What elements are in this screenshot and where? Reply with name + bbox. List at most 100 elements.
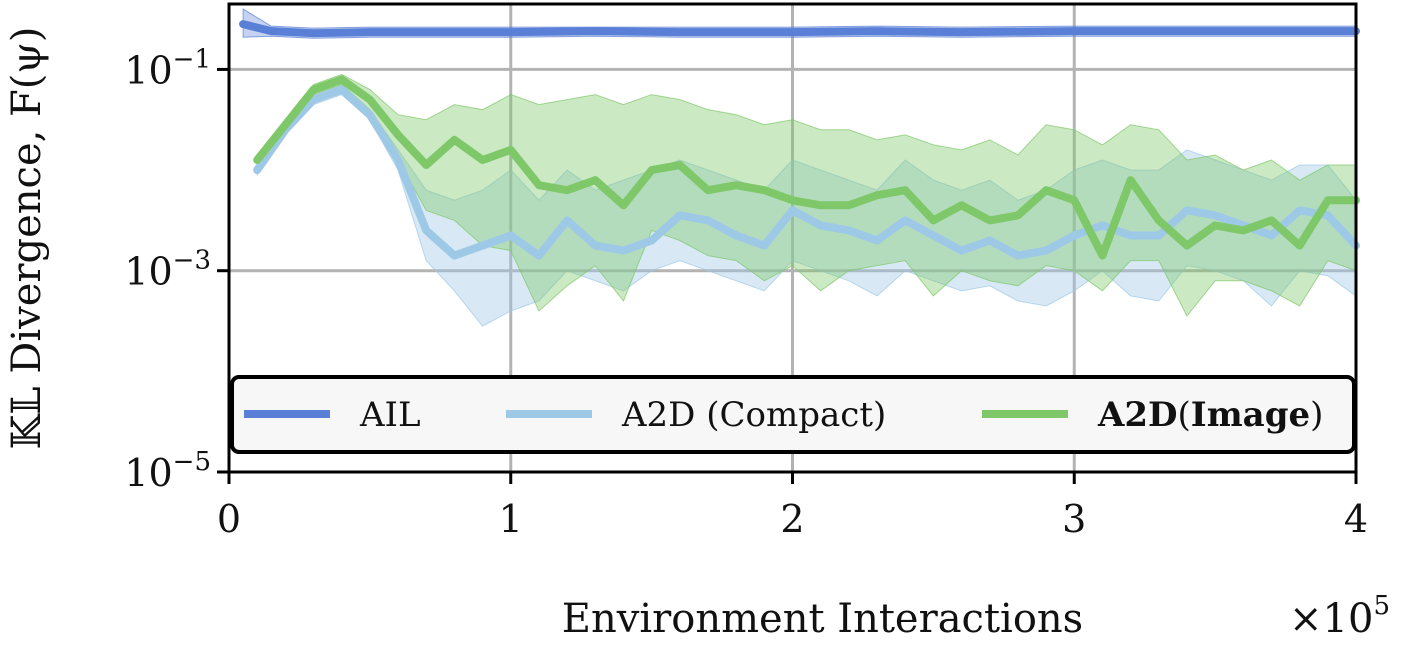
data-point xyxy=(989,240,990,241)
data-point xyxy=(1271,235,1272,236)
x-tick-label: 1 xyxy=(499,497,523,541)
data-point xyxy=(510,235,511,236)
data-point xyxy=(313,99,314,100)
data-point xyxy=(1102,255,1103,256)
data-point xyxy=(369,114,370,115)
x-axis-ticks: 0 1 2 3 4 xyxy=(217,472,1368,541)
data-point xyxy=(1074,235,1075,236)
data-point xyxy=(1215,225,1216,226)
data-point xyxy=(764,245,765,246)
legend: AIL A2D (Compact) A2D(Image) xyxy=(230,375,1356,454)
data-point xyxy=(426,32,427,33)
data-point xyxy=(623,250,624,251)
data-point xyxy=(313,89,314,90)
data-point xyxy=(1186,245,1187,246)
series-lines xyxy=(239,20,1360,260)
y-tick-base: 10 xyxy=(124,451,172,495)
data-point xyxy=(426,230,427,231)
x-tick-label: 0 xyxy=(217,497,241,541)
data-point xyxy=(707,220,708,221)
data-point xyxy=(820,225,821,226)
legend-label: A2D (Compact) xyxy=(621,395,886,435)
data-point xyxy=(1243,230,1244,231)
data-point xyxy=(961,205,962,206)
data-point xyxy=(369,99,370,100)
y-axis-title: 𝕂𝕃 Divergence, F(ψ) xyxy=(4,27,50,450)
y-tick-label: 10−3 xyxy=(124,246,211,294)
data-point xyxy=(567,220,568,221)
data-point xyxy=(398,160,399,161)
data-point xyxy=(736,235,737,236)
y-tick-exponent: −3 xyxy=(173,246,211,276)
series-band-2 xyxy=(256,73,1357,317)
data-point xyxy=(792,32,793,33)
data-point xyxy=(792,210,793,211)
data-point xyxy=(369,32,370,33)
data-point xyxy=(679,165,680,166)
data-point xyxy=(257,160,258,161)
data-point xyxy=(1074,31,1075,32)
data-point xyxy=(905,220,906,221)
legend-label-part: ( xyxy=(1178,395,1191,435)
legend-label-part: A2D xyxy=(1097,395,1178,435)
data-point xyxy=(482,245,483,246)
data-point xyxy=(1017,215,1018,216)
data-point xyxy=(1299,245,1300,246)
data-point xyxy=(848,205,849,206)
data-point xyxy=(243,24,244,25)
data-point xyxy=(877,31,878,32)
data-point xyxy=(764,190,765,191)
data-point xyxy=(1130,180,1131,181)
data-point xyxy=(595,31,596,32)
data-point xyxy=(1327,200,1328,201)
data-point xyxy=(510,149,511,150)
data-point xyxy=(1158,235,1159,236)
data-point xyxy=(313,33,314,34)
data-point xyxy=(538,185,539,186)
data-point xyxy=(679,32,680,33)
data-point xyxy=(341,89,342,90)
y-tick-label: 10−5 xyxy=(124,447,211,495)
legend-label-part: ) xyxy=(1310,395,1323,435)
data-point xyxy=(651,170,652,171)
series-line-0 xyxy=(239,20,1360,38)
x-tick-label: 2 xyxy=(780,497,804,541)
data-point xyxy=(341,79,342,80)
confidence-bands xyxy=(242,8,1357,327)
data-point xyxy=(961,250,962,251)
data-point xyxy=(538,255,539,256)
legend-label-part: Image xyxy=(1191,395,1310,435)
data-point xyxy=(792,200,793,201)
x-axis-multiplier-exponent: 5 xyxy=(1373,591,1390,621)
series-line-2 xyxy=(253,75,1360,260)
data-point xyxy=(651,240,652,241)
x-axis-title: Environment Interactions xyxy=(562,596,1083,642)
data-point xyxy=(1215,215,1216,216)
data-point xyxy=(820,205,821,206)
data-point xyxy=(1158,31,1159,32)
data-point xyxy=(1102,225,1103,226)
data-point xyxy=(1271,220,1272,221)
data-point xyxy=(1130,235,1131,236)
data-point xyxy=(285,124,286,125)
data-point xyxy=(257,170,258,171)
data-point xyxy=(454,255,455,256)
data-point xyxy=(1243,31,1244,32)
data-point xyxy=(989,220,990,221)
data-point xyxy=(877,240,878,241)
data-point xyxy=(877,195,878,196)
data-point xyxy=(736,185,737,186)
data-point xyxy=(454,139,455,140)
data-point xyxy=(961,32,962,33)
data-point xyxy=(510,32,511,33)
x-tick-label: 4 xyxy=(1344,497,1368,541)
series-line-1 xyxy=(253,85,1360,260)
y-tick-base: 10 xyxy=(124,250,172,294)
data-point xyxy=(1017,255,1018,256)
y-axis-ticks: 10−110−310−5 xyxy=(124,44,229,495)
data-point xyxy=(595,180,596,181)
data-point xyxy=(271,31,272,32)
legend-box xyxy=(230,375,1356,454)
data-point xyxy=(623,205,624,206)
